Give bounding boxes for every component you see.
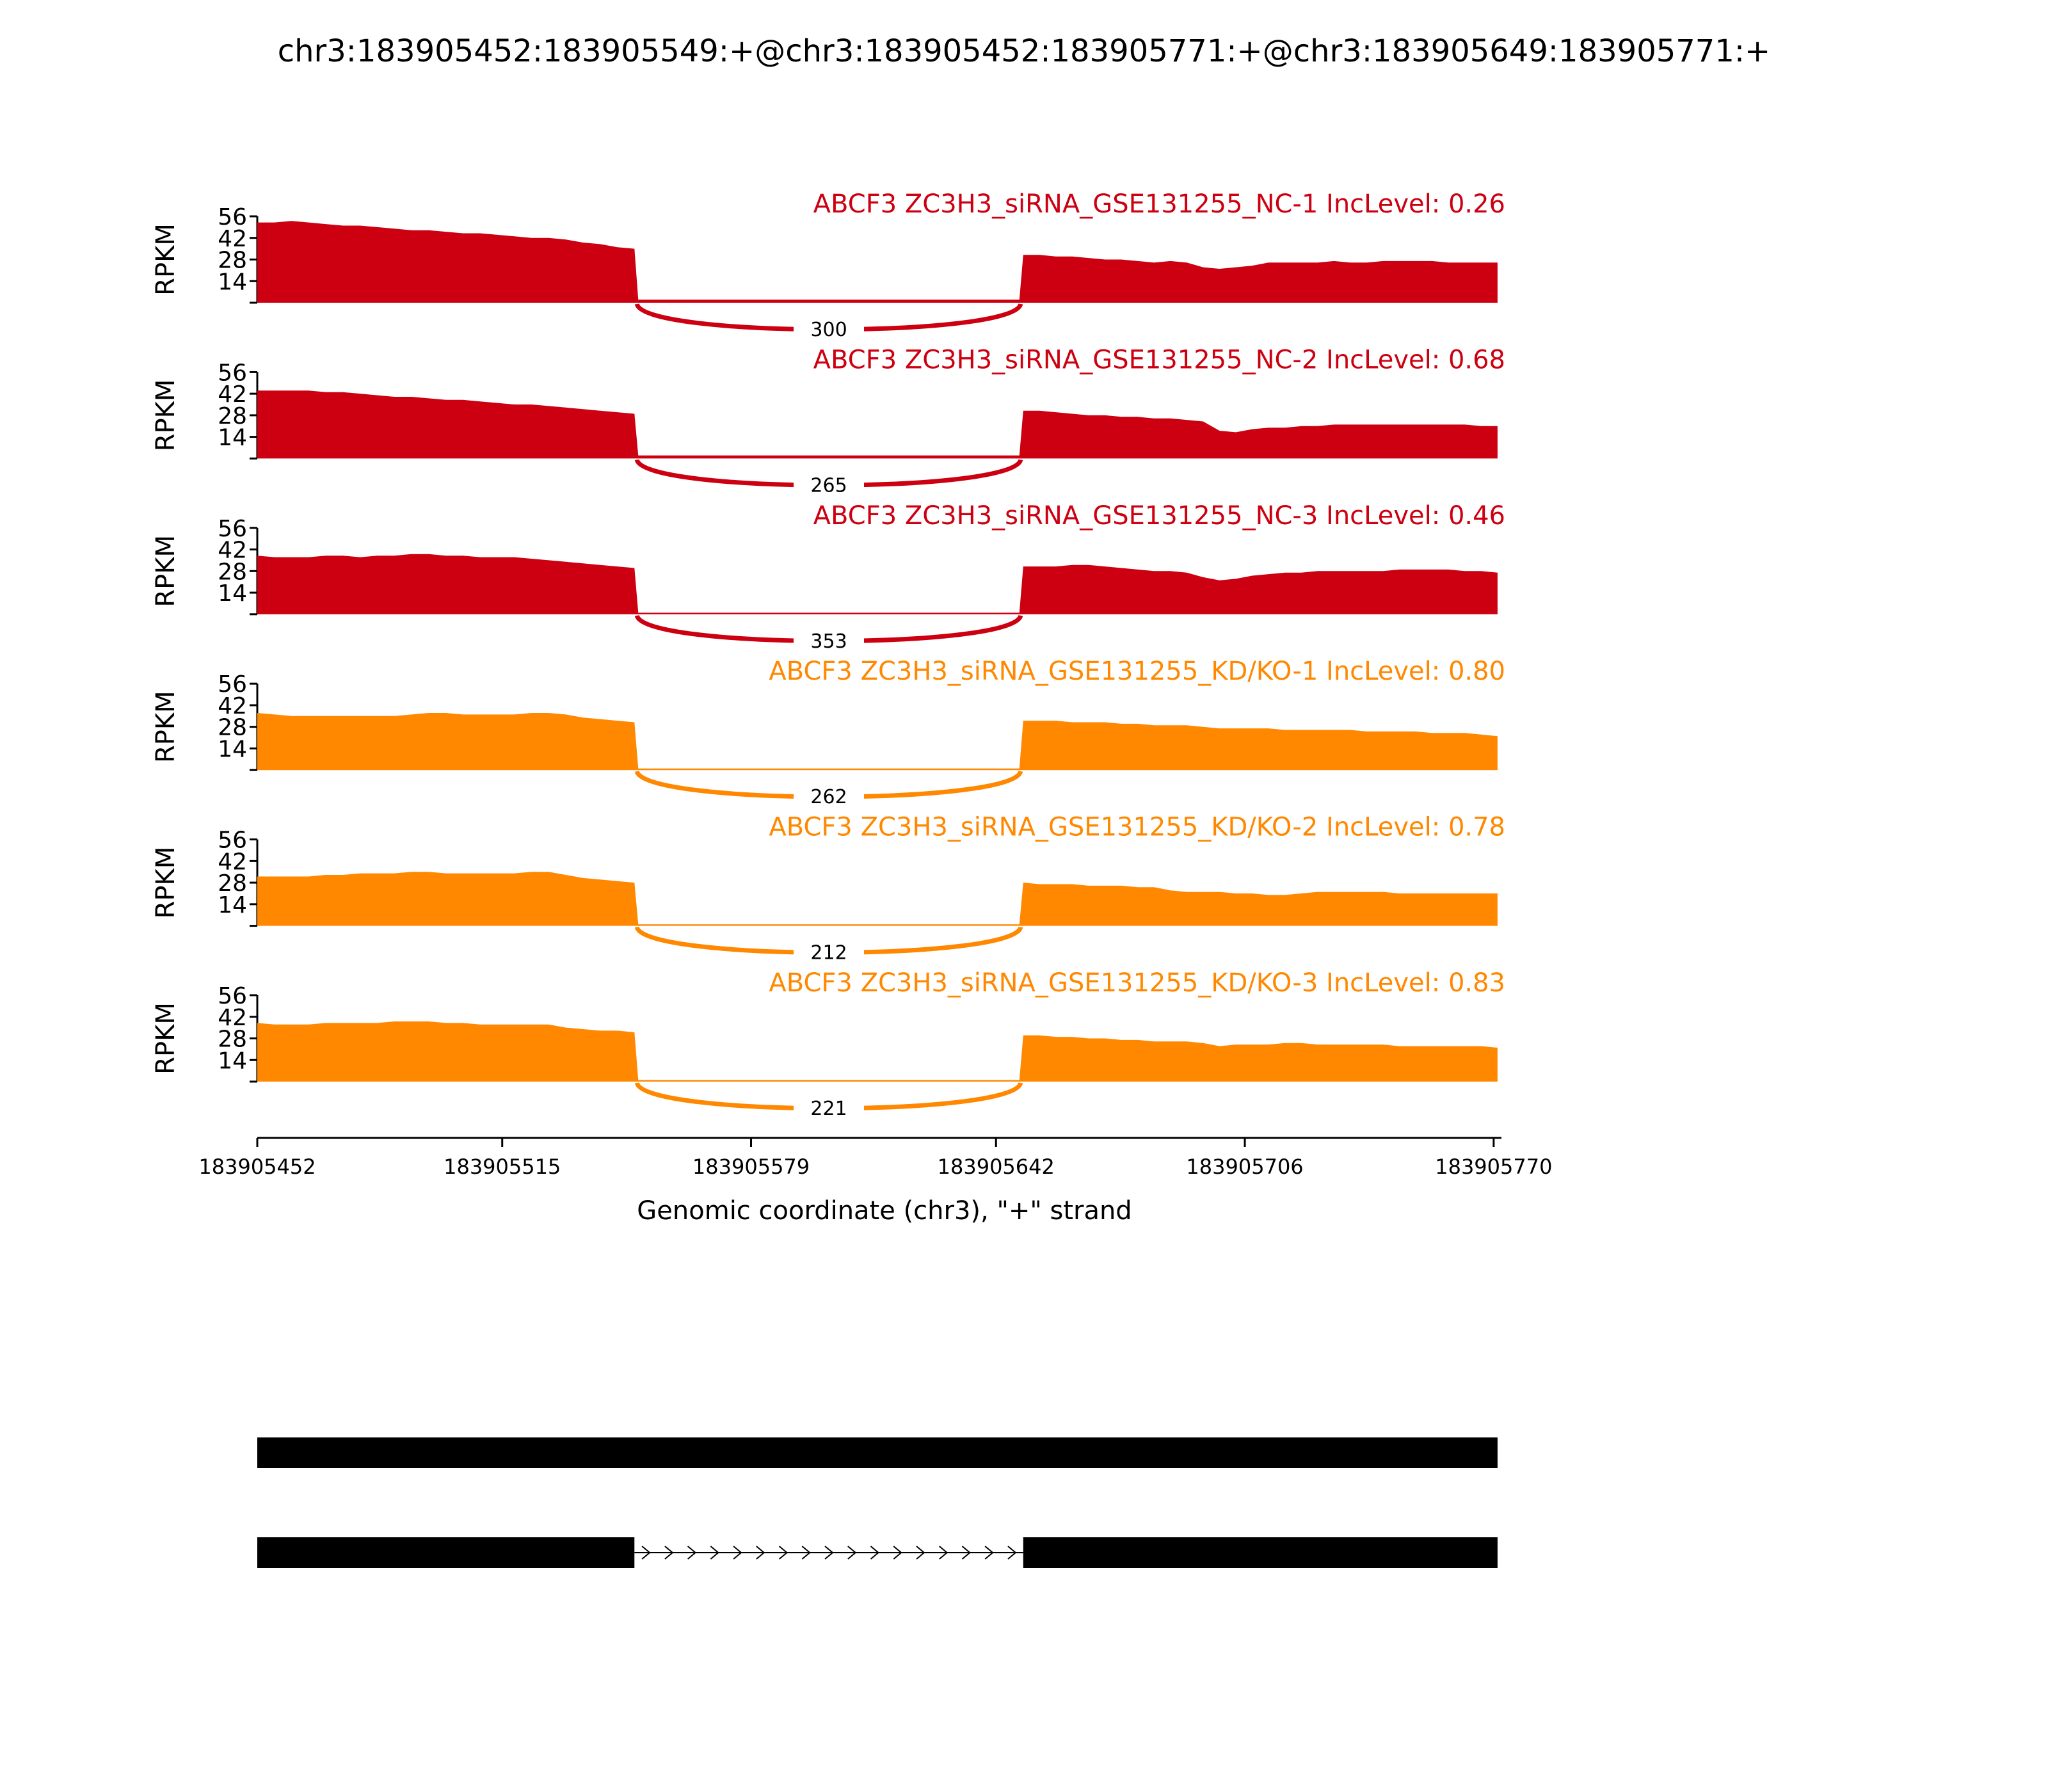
y-axis-label: RPKM bbox=[151, 535, 180, 607]
strand-arrow bbox=[687, 1546, 697, 1560]
strand-arrow bbox=[756, 1546, 765, 1560]
y-tick-label: 14 bbox=[218, 1048, 247, 1074]
junction-count: 353 bbox=[810, 630, 847, 653]
x-tick-label: 183905642 bbox=[938, 1155, 1055, 1179]
track-label: ABCF3 ZC3H3_siRNA_GSE131255_NC-2 IncLeve… bbox=[813, 345, 1505, 374]
strand-arrow bbox=[1007, 1546, 1017, 1560]
gene-model bbox=[257, 1537, 1498, 1568]
junction-count: 212 bbox=[810, 942, 847, 964]
y-tick-label: 14 bbox=[218, 269, 247, 295]
strand-arrow bbox=[961, 1546, 972, 1560]
y-tick-label: 14 bbox=[218, 892, 247, 918]
y-axis-label: RPKM bbox=[151, 847, 180, 919]
x-tick-label: 183905515 bbox=[444, 1155, 561, 1179]
x-axis: Genomic coordinate (chr3), "+" strand 18… bbox=[198, 1137, 1552, 1226]
strand-arrow bbox=[916, 1546, 925, 1560]
y-tick-label: 28 bbox=[218, 559, 247, 585]
y-axis-label: RPKM bbox=[151, 223, 180, 296]
track-label: ABCF3 ZC3H3_siRNA_GSE131255_KD/KO-3 IncL… bbox=[769, 968, 1505, 998]
strand-arrow bbox=[824, 1546, 834, 1560]
coverage-area bbox=[257, 1021, 1498, 1082]
strand-arrow bbox=[641, 1546, 651, 1560]
x-tick-label: 183905452 bbox=[198, 1155, 316, 1179]
junction-label-bg bbox=[794, 1096, 865, 1121]
junction-count: 221 bbox=[810, 1098, 847, 1120]
junction-count: 265 bbox=[810, 474, 847, 497]
y-axis-label: RPKM bbox=[151, 1002, 180, 1075]
y-tick-label: 56 bbox=[218, 204, 247, 230]
exon-block bbox=[257, 1537, 635, 1568]
coverage-area bbox=[257, 872, 1498, 926]
junction-count: 300 bbox=[810, 319, 847, 341]
y-axis-label: RPKM bbox=[151, 691, 180, 763]
strand-arrow bbox=[801, 1546, 811, 1560]
coverage-area bbox=[257, 713, 1498, 771]
y-tick-label: 28 bbox=[218, 1027, 247, 1053]
y-tick-label: 14 bbox=[218, 736, 247, 762]
strand-arrow bbox=[984, 1546, 994, 1560]
y-tick-label: 56 bbox=[218, 360, 247, 386]
y-axis-label: RPKM bbox=[151, 380, 180, 452]
y-tick-label: 42 bbox=[218, 849, 247, 875]
y-tick-label: 42 bbox=[218, 538, 247, 564]
y-tick-label: 56 bbox=[218, 516, 247, 542]
junction-label-bg bbox=[794, 940, 865, 966]
strand-arrow bbox=[664, 1546, 674, 1560]
x-tick-label: 183905706 bbox=[1186, 1155, 1303, 1179]
strand-arrow bbox=[939, 1546, 948, 1560]
coverage-area bbox=[257, 221, 1498, 303]
y-tick-label: 14 bbox=[218, 425, 247, 451]
gene-model-panel bbox=[257, 1437, 1498, 1568]
y-tick-label: 42 bbox=[218, 226, 247, 252]
chart-title: chr3:183905452:183905549:+@chr3:18390545… bbox=[278, 33, 1771, 69]
strand-arrow bbox=[847, 1546, 857, 1560]
track-label: ABCF3 ZC3H3_siRNA_GSE131255_NC-1 IncLeve… bbox=[813, 189, 1505, 219]
strand-arrow bbox=[870, 1546, 880, 1560]
x-tick-label: 183905579 bbox=[692, 1155, 810, 1179]
y-tick-label: 28 bbox=[218, 403, 247, 429]
gene-model bbox=[257, 1437, 1498, 1468]
coverage-area bbox=[257, 554, 1498, 614]
y-tick-label: 56 bbox=[218, 983, 247, 1009]
y-tick-label: 42 bbox=[218, 1005, 247, 1031]
y-tick-label: 28 bbox=[218, 870, 247, 897]
junction-label-bg bbox=[794, 784, 865, 810]
strand-arrow bbox=[893, 1546, 902, 1560]
y-tick-label: 14 bbox=[218, 580, 247, 607]
y-tick-label: 42 bbox=[218, 381, 247, 408]
junction-label-bg bbox=[794, 628, 865, 654]
junction-label-bg bbox=[794, 317, 865, 342]
y-tick-label: 42 bbox=[218, 693, 247, 719]
y-tick-label: 56 bbox=[218, 828, 247, 854]
exon-block bbox=[1023, 1537, 1498, 1568]
junction-count: 262 bbox=[810, 786, 847, 808]
x-axis-label: Genomic coordinate (chr3), "+" strand bbox=[637, 1196, 1132, 1226]
coverage-area bbox=[257, 390, 1498, 459]
exon-block bbox=[257, 1437, 1498, 1468]
track-label: ABCF3 ZC3H3_siRNA_GSE131255_KD/KO-1 IncL… bbox=[769, 657, 1505, 686]
track-label: ABCF3 ZC3H3_siRNA_GSE131255_KD/KO-2 IncL… bbox=[769, 813, 1505, 842]
junction-label-bg bbox=[794, 472, 865, 499]
strand-arrow bbox=[733, 1546, 742, 1560]
x-tick-label: 183905770 bbox=[1435, 1155, 1552, 1179]
y-tick-label: 56 bbox=[218, 671, 247, 698]
strand-arrow bbox=[778, 1546, 788, 1560]
y-tick-label: 28 bbox=[218, 248, 247, 274]
strand-arrow bbox=[710, 1546, 719, 1560]
y-tick-label: 28 bbox=[218, 715, 247, 741]
track-label: ABCF3 ZC3H3_siRNA_GSE131255_NC-3 IncLeve… bbox=[813, 501, 1505, 531]
